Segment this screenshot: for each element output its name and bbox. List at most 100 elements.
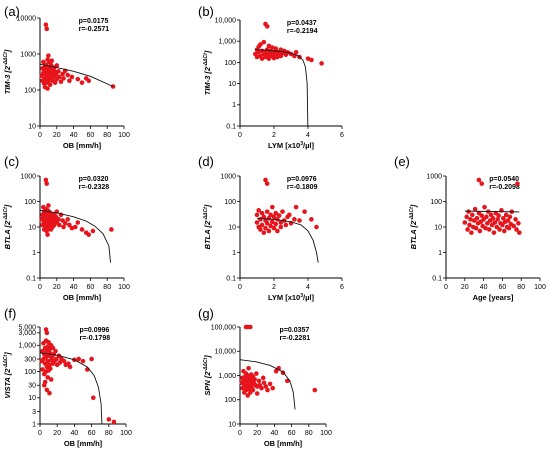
data-point xyxy=(506,225,512,231)
x-tick-label: 0 xyxy=(38,430,42,437)
data-point xyxy=(302,209,307,214)
data-point xyxy=(256,378,262,384)
r-value-label: r=-0.2328 xyxy=(79,184,110,191)
y-axis-label-main: BTLA [2 xyxy=(3,220,12,249)
x-axis-label-main: LYM [x10 xyxy=(268,293,300,302)
data-point xyxy=(49,58,55,64)
data-point xyxy=(473,225,479,231)
data-point xyxy=(245,393,251,398)
data-point xyxy=(259,385,264,391)
regression-line xyxy=(39,352,103,425)
data-point xyxy=(293,204,299,210)
data-point xyxy=(485,220,490,226)
data-point xyxy=(464,214,469,220)
x-tick-label: 40 xyxy=(71,430,79,437)
y-tick-label: 300 xyxy=(24,356,36,363)
data-point xyxy=(89,356,94,362)
data-point xyxy=(61,358,67,364)
x-tick-label: 0 xyxy=(238,132,242,139)
data-point xyxy=(263,177,268,183)
data-point xyxy=(468,217,473,222)
x-tick-label: 60 xyxy=(88,430,96,437)
data-point xyxy=(495,217,501,222)
data-point xyxy=(47,347,52,352)
x-tick-label: 60 xyxy=(288,430,296,437)
y-axis-label: SPN [2-ΔΔCt] xyxy=(203,355,212,396)
y-tick-label: 10 xyxy=(28,395,36,402)
y-axis-label-exp: -ΔΔCt xyxy=(203,53,209,67)
data-point xyxy=(40,367,45,372)
data-point xyxy=(109,227,114,232)
p-value-label: p=0.0540 xyxy=(489,176,519,183)
data-point xyxy=(264,209,270,214)
x-tick-label: 40 xyxy=(70,132,78,139)
x-axis-label-tail: /µl] xyxy=(303,293,314,302)
x-tick-label: 40 xyxy=(70,284,78,291)
data-point xyxy=(491,230,497,235)
data-point xyxy=(48,377,54,382)
data-point xyxy=(43,177,49,183)
x-tick-label: 4 xyxy=(306,132,310,139)
x-tick-label: 20 xyxy=(53,430,61,437)
data-point xyxy=(57,74,62,80)
y-tick-label: 1 xyxy=(32,421,36,428)
p-value-label: p=0.0175 xyxy=(79,18,109,25)
x-axis-label: Age [years] xyxy=(473,293,514,302)
y-tick-label: 1 xyxy=(232,250,236,257)
panel-label: (e) xyxy=(394,154,410,169)
data-point xyxy=(111,419,117,425)
y-axis-label-exp: -ΔΔCt xyxy=(3,355,9,369)
y-tick-label: 3 xyxy=(32,409,36,416)
data-point xyxy=(465,227,470,232)
data-point xyxy=(490,215,496,221)
data-point xyxy=(48,366,53,371)
data-point xyxy=(246,365,251,371)
data-point xyxy=(261,380,267,386)
data-point xyxy=(80,358,86,364)
data-point xyxy=(275,217,280,222)
x-tick-label: 60 xyxy=(87,284,95,291)
data-point xyxy=(69,74,75,80)
panel-c: (c) 0 20 40 60 80 100 0.1 1 10 100 1000 OB [mm/h] BTL… xyxy=(3,154,130,302)
data-point xyxy=(259,56,265,61)
data-point xyxy=(280,209,285,214)
data-point xyxy=(511,223,516,229)
regression-line xyxy=(255,49,309,127)
p-value-label: p=0.0357 xyxy=(280,327,310,334)
x-axis-label: OB [mm/h] xyxy=(63,293,102,302)
data-point xyxy=(267,381,273,387)
y-axis-label-main: TIM-3 [2 xyxy=(203,66,212,95)
data-point xyxy=(482,204,487,210)
y-tick-label: 100 xyxy=(24,369,36,376)
data-point xyxy=(46,340,51,345)
data-point xyxy=(268,223,273,229)
y-tick-label: 10,000 xyxy=(215,349,237,356)
panel-label: (f) xyxy=(4,306,16,321)
data-point xyxy=(309,57,314,63)
x-tick-label: 80 xyxy=(517,284,525,291)
y-tick-label: 1,000 xyxy=(218,373,236,380)
y-axis-label: BTLA [2-ΔΔCt] xyxy=(203,204,212,249)
y-axis-label-tail: ] xyxy=(203,50,212,54)
r-value-label: r=-0.2571 xyxy=(79,26,110,33)
y-tick-label: 0.1 xyxy=(226,275,236,282)
x-tick-label: 0 xyxy=(238,430,242,437)
data-point xyxy=(76,356,81,362)
data-point xyxy=(53,72,59,77)
x-axis-label-exp: 3 xyxy=(300,141,303,147)
panel-b: (b) 0 2 4 6 0.1 1 10 100 1,000 10,000 LYM [x103/µl]… xyxy=(198,4,344,150)
data-point xyxy=(501,228,507,234)
regression-line xyxy=(256,217,319,263)
data-point xyxy=(86,78,92,84)
y-tick-label: 10 xyxy=(228,421,236,428)
data-point xyxy=(254,391,260,396)
data-point xyxy=(62,220,68,226)
y-axis-label: TIM-3 [2-ΔΔCt] xyxy=(3,49,12,94)
data-point xyxy=(268,212,273,218)
x-tick-label: 100 xyxy=(534,284,546,291)
data-point xyxy=(53,348,58,354)
x-tick-label: 40 xyxy=(271,430,279,437)
data-point xyxy=(254,220,260,225)
y-tick-label: 10 xyxy=(228,81,236,88)
